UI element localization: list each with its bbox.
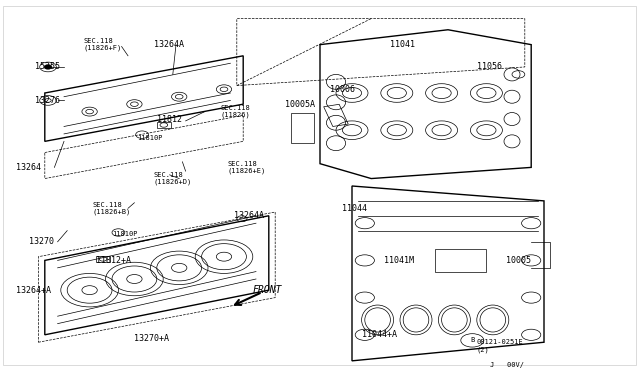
Text: 13264: 13264 [16,163,41,172]
Text: 11812: 11812 [157,115,182,124]
Text: B: B [470,337,474,343]
Bar [324,104,348,126]
Text: 11810P: 11810P [112,231,138,237]
Text: SEC.118
(11826+F): SEC.118 (11826+F) [83,38,122,51]
Text: 08121-0251E
(2): 08121-0251E (2) [477,339,524,353]
Circle shape [44,65,52,69]
Text: 10005: 10005 [506,256,531,265]
Text: 13264A: 13264A [154,40,184,49]
Text: 13276: 13276 [35,96,60,105]
Bar [96,256,110,262]
Text: SEC.118
(11826): SEC.118 (11826) [221,105,250,118]
Text: SEC.118
(11826+D): SEC.118 (11826+D) [154,172,192,185]
Text: 11810P: 11810P [138,135,163,141]
Text: 11044: 11044 [342,204,367,213]
Bar [157,122,171,128]
Text: 11812+A: 11812+A [96,256,131,265]
Text: 11041M: 11041M [384,256,414,265]
Text: 13270: 13270 [29,237,54,246]
Text: 13264+A: 13264+A [16,286,51,295]
Text: 13270+A: 13270+A [134,334,170,343]
Text: 15255: 15255 [35,62,60,71]
Text: 11044+A: 11044+A [362,330,397,339]
Text: 13264A: 13264A [234,211,264,220]
Text: 11056: 11056 [477,62,502,71]
Text: 10006: 10006 [330,85,355,94]
Bar [291,113,314,143]
Text: J   00V/: J 00V/ [490,362,524,368]
Text: SEC.118
(11826+E): SEC.118 (11826+E) [227,161,266,174]
Text: FRONT: FRONT [253,285,282,295]
Text: SEC.118
(11826+B): SEC.118 (11826+B) [93,202,131,215]
Text: 11041: 11041 [390,40,415,49]
Text: 10005A: 10005A [285,100,315,109]
Bar [435,249,486,272]
